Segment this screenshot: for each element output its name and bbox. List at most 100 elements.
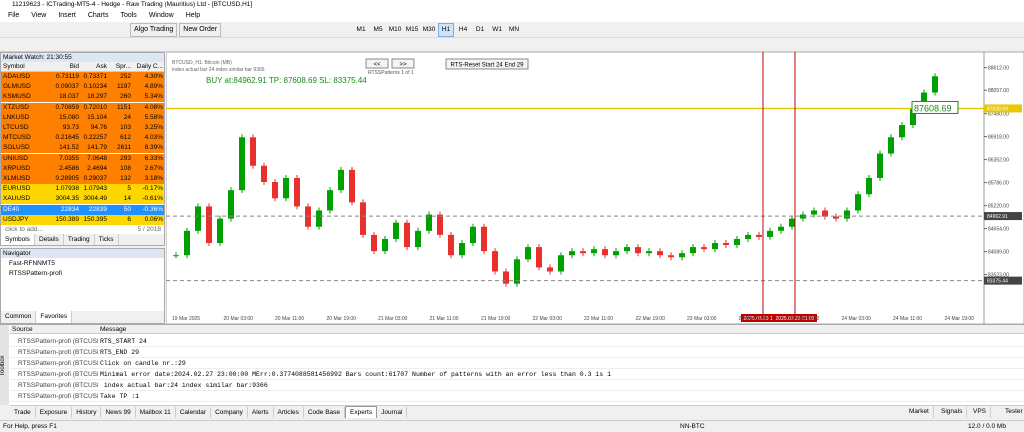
quote-cell: XTZUSD	[3, 103, 29, 111]
toolbox-tab[interactable]: Alerts	[248, 407, 274, 418]
menu-bar: File View Insert Charts Tools Window Help	[0, 10, 1024, 22]
candle	[184, 230, 190, 256]
timeframe-button[interactable]: W1	[492, 26, 502, 33]
quote-row[interactable]: UNIUSD 7.0355 7.0648 293 6.33%	[1, 153, 164, 164]
quote-cell: 0.09037	[55, 83, 80, 91]
toolbox-link[interactable]: Market	[905, 406, 934, 418]
quote-row[interactable]: XRPUSD 2.4586 2.4694 108 2.67%	[1, 163, 164, 174]
prev-button[interactable]	[365, 58, 389, 69]
reset-button-label[interactable]: RTS-Reset Start 24 End 29	[451, 63, 525, 69]
prev-button-label[interactable]: <<	[373, 62, 381, 68]
time-label: 20 Mar 03:00	[224, 316, 254, 322]
candle	[371, 234, 377, 252]
quote-cell: XLMUSD	[3, 175, 31, 182]
toolbox-link[interactable]: Signals	[937, 406, 968, 418]
candle	[569, 251, 575, 256]
price-label: 84654.00	[988, 227, 1009, 233]
candle	[888, 137, 894, 154]
toolbox-tab[interactable]: Company	[211, 407, 248, 418]
panel-tab[interactable]: Favorites	[36, 311, 73, 323]
quote-row[interactable]: XTZUSD 0.70859 0.72010 1151 4.08%	[1, 102, 164, 113]
menu-item[interactable]: View	[31, 12, 47, 19]
next-button[interactable]	[391, 58, 415, 69]
toolbox-tab[interactable]: Exposure	[36, 407, 73, 418]
menu-item[interactable]: File	[8, 12, 20, 19]
timeframe-button[interactable]: D1	[475, 26, 485, 33]
timeframe-button[interactable]: H4	[458, 26, 468, 33]
candle	[338, 169, 344, 191]
candle	[932, 76, 938, 93]
quote-cell: DE40	[3, 205, 20, 213]
toolbox-tab[interactable]: Trade	[10, 407, 36, 418]
log-source: RTSSPattern-profi (BTCUSD,H1)	[18, 393, 98, 400]
quote-row[interactable]: EURUSD 1.07938 1.07943 5 -0.17%	[1, 184, 164, 195]
candle	[206, 206, 212, 244]
panel-tab[interactable]: Symbols	[1, 234, 35, 245]
candle	[921, 92, 927, 109]
toolbox-tab[interactable]: Code Base	[304, 407, 346, 418]
quote-cell: 1197	[117, 83, 131, 91]
navigator-tabs: Common Favorites	[1, 311, 164, 323]
quote-row[interactable]: MTCUSD 0.21645 0.22257 612 4.03%	[1, 133, 164, 144]
panel-tab[interactable]: Ticks	[95, 234, 119, 245]
candle	[261, 165, 267, 183]
quote-cell: 293	[120, 154, 131, 162]
toolbox-tab[interactable]: Journal	[377, 407, 408, 418]
quote-row[interactable]: SOLUSD 141.52 141.79 2611 8.39%	[1, 143, 164, 154]
timeframe-button[interactable]: M5	[373, 26, 383, 33]
panel-tab[interactable]: Trading	[64, 234, 95, 245]
panel-tab[interactable]: Common	[1, 311, 37, 323]
quote-row[interactable]: LNKUSD 15.080 15.104 24 5.58%	[1, 112, 164, 123]
quote-row[interactable]: DE40 22834 22839 50 -0.36%	[1, 204, 164, 215]
reset-button[interactable]	[445, 58, 529, 70]
menu-item[interactable]: Charts	[87, 12, 109, 19]
quote-row[interactable]: LTCUSD 93.73 94.76 103 3.25%	[1, 123, 164, 133]
quote-row[interactable]: KSMUSD 18.037 18.297 260 5.34%	[1, 92, 164, 103]
candle	[250, 137, 256, 166]
chart-info: BTCUSD, H1: Bitcoin (MB)	[172, 60, 232, 66]
new-order-button[interactable]: New Order	[179, 23, 222, 37]
log-row: RTSSPattern-profi (BTCUSD,H1)Take TP :1	[10, 391, 1024, 402]
menu-item[interactable]: Window	[148, 12, 174, 19]
price-highlight	[984, 212, 1022, 221]
quote-row[interactable]: ADAUSD 0.73119 0.73371 252 4.30%	[1, 72, 164, 82]
timeframe-button[interactable]: M15	[405, 26, 419, 33]
timeframe-button[interactable]: M1	[356, 26, 366, 33]
market-watch: Market Watch: 21:30:55 Symbol Bid Ask Spr..…	[0, 52, 165, 246]
timeframe-button[interactable]: M30	[422, 26, 436, 33]
menu-item[interactable]: Help	[185, 12, 201, 19]
toolbox-link[interactable]: Tester	[1001, 406, 1024, 418]
candle	[426, 214, 432, 231]
candle	[294, 177, 300, 207]
toolbox-tab[interactable]: Articles	[274, 407, 304, 418]
navigator-item[interactable]: Fast-RFNNMT5	[9, 260, 55, 267]
toolbox-tab[interactable]: News 99	[101, 407, 136, 418]
candle	[558, 255, 564, 272]
algo-trading-button[interactable]: Algo Trading	[130, 23, 178, 37]
quote-cell: 50	[123, 205, 131, 213]
next-button-label[interactable]: >>	[399, 62, 407, 68]
menu-item[interactable]: Insert	[58, 12, 76, 19]
panel-tab[interactable]: Details	[35, 234, 64, 245]
candle	[382, 238, 388, 252]
quote-row[interactable]: XAUUSD 3004.35 3004.49 14 -0.61%	[1, 194, 164, 205]
price-highlight	[984, 104, 1022, 113]
timeframe-button[interactable]: MN	[509, 26, 520, 33]
toolbox-tab[interactable]: History	[72, 407, 102, 418]
toolbox-tab[interactable]: Calendar	[176, 407, 212, 418]
navigator-item[interactable]: RTSSPattern-profi	[9, 270, 62, 277]
quote-row[interactable]: GLMUSD 0.09037 0.10234 1197 4.89%	[1, 82, 164, 93]
add-row: click to add... 5 / 2018	[1, 225, 164, 234]
menu-item[interactable]: Tools	[120, 12, 137, 19]
timeframe-button[interactable]: M10	[388, 26, 402, 33]
toolbox-tab[interactable]: Mailbox 11	[136, 407, 176, 418]
quote-row[interactable]: USDJPY 150.389 150.395 6 0.06%	[1, 214, 164, 225]
quote-row[interactable]: XLMUSD 0.28905 0.29037 132 3.18%	[1, 174, 164, 184]
toolbox-link[interactable]: VPS	[969, 406, 992, 418]
add-symbol[interactable]: click to add...	[5, 226, 43, 233]
candle	[657, 251, 663, 256]
timeframe-button[interactable]: H1	[438, 23, 455, 37]
quote-cell: ADAUSD	[3, 73, 31, 80]
toolbox-tab[interactable]: Experts	[345, 406, 378, 418]
column-header: Message	[100, 326, 127, 333]
